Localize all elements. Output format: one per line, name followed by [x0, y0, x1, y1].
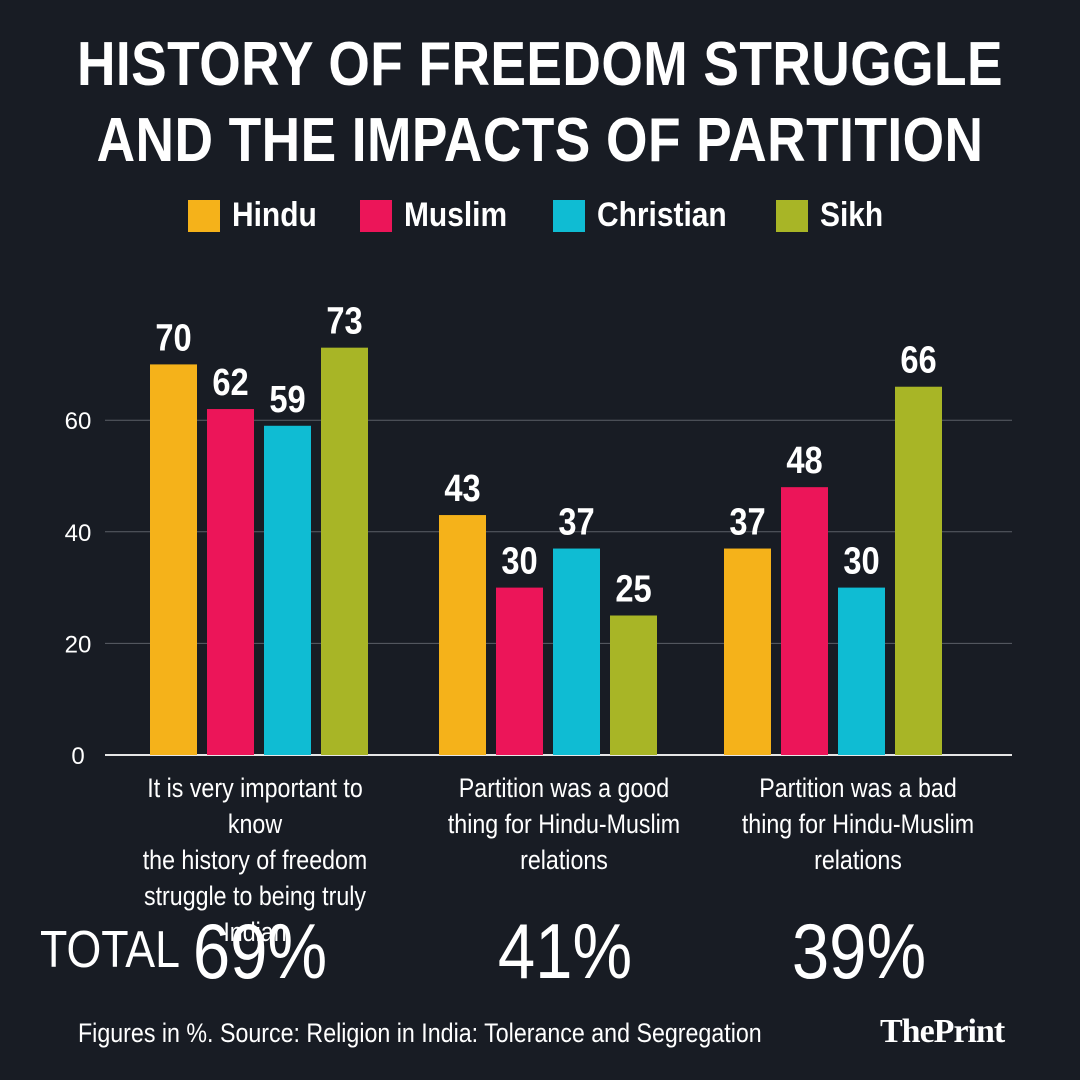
legend-label-sikh: Sikh	[820, 196, 884, 234]
total-value-2: 41%	[497, 907, 633, 995]
chart-title-line-2: AND THE IMPACTS OF PARTITION	[96, 106, 984, 175]
bar-muslim-2	[496, 587, 543, 755]
bar-sikh-1	[321, 347, 368, 755]
bar-christian-2	[553, 548, 600, 755]
total-value-1: 69%	[192, 907, 328, 995]
legend-swatch-hindu	[187, 199, 220, 232]
category-label-1-line-1: It is very important to know	[147, 773, 363, 839]
total-value-3: 39%	[791, 907, 927, 995]
legend-swatch-sikh	[776, 199, 809, 232]
data-label-sikh-1: 73	[326, 299, 362, 342]
y-tick-label-40: 40	[65, 520, 92, 547]
data-label-muslim-1: 62	[212, 361, 248, 404]
category-label-2-line-1: Partition was a good	[458, 773, 670, 803]
legend: Hindu Muslim Christian Sikh	[0, 196, 1080, 235]
category-label-3-line-3: relations	[814, 845, 902, 875]
source-note: Figures in %. Source: Religion in India:…	[78, 1018, 762, 1048]
data-label-christian-2: 37	[558, 500, 594, 543]
bar-muslim-3	[781, 487, 828, 755]
y-tick-label-60: 60	[65, 408, 92, 435]
data-label-christian-1: 59	[269, 377, 305, 420]
legend-swatch-christian	[553, 199, 586, 232]
data-label-sikh-3: 66	[900, 338, 936, 381]
data-label-muslim-2: 30	[501, 539, 537, 582]
category-label-2-line-3: relations	[520, 845, 608, 875]
bar-muslim-1	[207, 409, 254, 755]
category-label-2-line-2: thing for Hindu-Muslim	[447, 809, 681, 839]
data-label-christian-3: 30	[843, 539, 879, 582]
bar-sikh-3	[895, 386, 942, 755]
legend-item-sikh: Sikh	[776, 196, 892, 235]
y-tick-label-0: 0	[71, 743, 84, 770]
data-label-hindu-3: 37	[729, 500, 765, 543]
chart-title-line-1: HISTORY OF FREEDOM STRUGGLE	[76, 30, 1004, 99]
legend-item-hindu: Hindu	[187, 196, 328, 235]
data-label-hindu-2: 43	[444, 467, 480, 510]
legend-item-muslim: Muslim	[360, 196, 521, 235]
bar-sikh-2	[610, 615, 657, 755]
bar-hindu-1	[150, 364, 197, 755]
legend-label-muslim: Muslim	[404, 196, 508, 234]
legend-item-christian: Christian	[553, 196, 744, 235]
total-label: TOTAL	[40, 921, 180, 979]
category-label-1: It is very important to know the history …	[117, 770, 392, 950]
legend-label-hindu: Hindu	[231, 196, 317, 234]
bar-hindu-2	[439, 515, 486, 755]
data-label-sikh-2: 25	[615, 567, 651, 610]
category-label-3-line-1: Partition was a bad	[759, 773, 957, 803]
category-label-3-line-2: thing for Hindu-Muslim	[741, 809, 975, 839]
data-label-muslim-3: 48	[786, 439, 822, 482]
bar-chart: 0 20 40 60 70 43 37 62 30 48 59 37 30 73 25 66	[65, 299, 1012, 770]
brand-logo: ThePrint	[880, 1013, 1005, 1050]
category-label-3: Partition was a bad thing for Hindu-Musli…	[720, 770, 995, 878]
category-label-1-line-3: struggle to being truly Indian	[143, 881, 367, 947]
category-label-2: Partition was a good thing for Hindu-Musl…	[426, 770, 701, 878]
bar-christian-3	[838, 587, 885, 755]
bar-hindu-3	[724, 548, 771, 755]
data-label-hindu-1: 70	[155, 316, 191, 359]
bar-christian-1	[264, 425, 311, 755]
y-tick-label-20: 20	[65, 631, 92, 658]
category-label-1-line-2: the history of freedom	[142, 845, 368, 875]
legend-swatch-muslim	[360, 199, 392, 232]
legend-label-christian: Christian	[597, 196, 727, 234]
